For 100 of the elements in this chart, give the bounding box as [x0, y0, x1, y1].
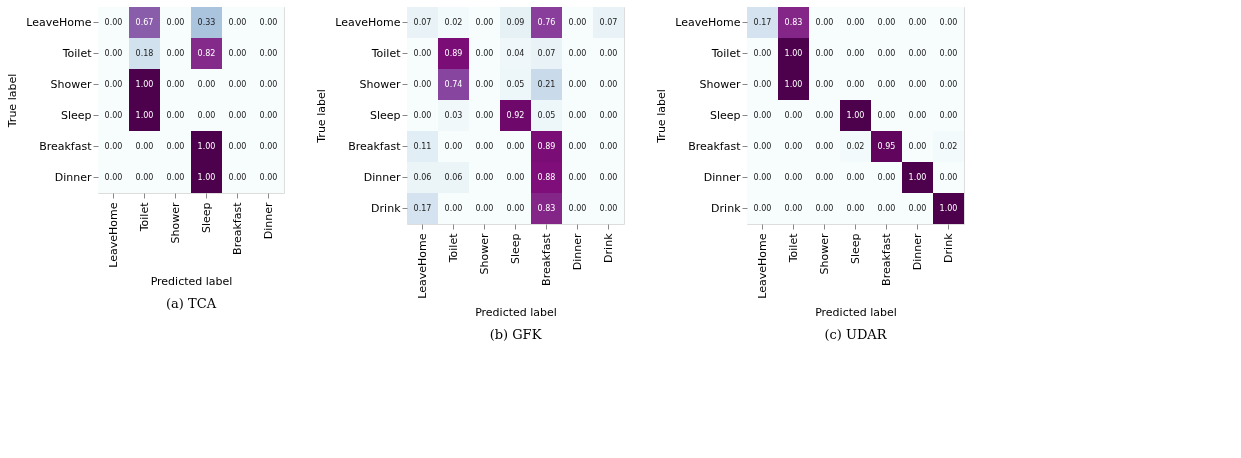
y-tick-label: Breakfast — [348, 139, 402, 153]
data-label: 1.00 — [784, 48, 803, 58]
data-label: 0.00 — [753, 48, 772, 58]
data-label: 0.00 — [599, 141, 618, 151]
data-label: 0.00 — [259, 110, 278, 120]
data-label: 0.00 — [939, 17, 958, 27]
data-label: 0.00 — [413, 110, 432, 120]
data-label: 0.00 — [815, 48, 834, 58]
data-label: 0.00 — [846, 172, 865, 182]
data-label: 0.00 — [753, 79, 772, 89]
data-label: 0.89 — [537, 141, 556, 151]
data-label: 0.00 — [908, 141, 927, 151]
x-tick-label: Drink — [941, 232, 955, 263]
data-label: 0.00 — [939, 79, 958, 89]
data-label: 0.00 — [568, 17, 587, 27]
x-tick-label: Dinner — [570, 233, 584, 271]
data-label: 0.00 — [568, 172, 587, 182]
data-label: 0.00 — [228, 48, 247, 58]
data-label: 0.00 — [166, 48, 185, 58]
x-axis-title: Predicted label — [815, 305, 897, 319]
data-label: 0.00 — [259, 48, 278, 58]
x-tick-label: Drink — [601, 232, 615, 263]
data-label: 1.00 — [135, 79, 154, 89]
data-label: 1.00 — [197, 172, 216, 182]
data-label: 0.00 — [228, 110, 247, 120]
data-label: 0.18 — [135, 48, 154, 58]
data-label: 0.04 — [506, 48, 525, 58]
data-label: 0.00 — [846, 203, 865, 213]
data-label: 0.00 — [784, 110, 803, 120]
data-label: 0.06 — [413, 172, 432, 182]
data-label: 0.00 — [166, 79, 185, 89]
x-tick-label: Toilet — [786, 232, 800, 264]
data-label: 0.07 — [413, 17, 432, 27]
data-label: 1.00 — [197, 141, 216, 151]
data-label: 0.00 — [877, 110, 896, 120]
x-axis-title: Predicted label — [475, 305, 557, 319]
data-label: 0.00 — [939, 110, 958, 120]
y-tick-label: LeaveHome — [335, 15, 401, 29]
y-tick-label: Breakfast — [39, 139, 93, 153]
data-label: 0.89 — [444, 48, 463, 58]
data-label: 0.00 — [259, 79, 278, 89]
data-label: 0.00 — [475, 110, 494, 120]
data-label: 0.00 — [939, 48, 958, 58]
data-label: 1.00 — [908, 172, 927, 182]
data-label: 0.07 — [537, 48, 556, 58]
text: (a) TCA — [165, 296, 217, 312]
data-label: 0.00 — [877, 48, 896, 58]
data-label: 0.83 — [784, 17, 803, 27]
data-label: 0.00 — [877, 79, 896, 89]
data-label: 0.00 — [908, 17, 927, 27]
data-label: 0.00 — [104, 110, 123, 120]
y-tick-label: Sleep — [60, 108, 92, 122]
data-label: 0.00 — [475, 203, 494, 213]
data-label: 0.00 — [166, 17, 185, 27]
data-label: 0.00 — [475, 172, 494, 182]
data-label: 0.00 — [104, 141, 123, 151]
data-label: 0.00 — [815, 110, 834, 120]
data-label: 0.00 — [228, 17, 247, 27]
data-label: 0.21 — [537, 79, 556, 89]
y-axis-title: True label — [315, 89, 329, 144]
data-label: 0.00 — [568, 79, 587, 89]
data-label: 0.00 — [753, 203, 772, 213]
data-label: 0.03 — [444, 110, 463, 120]
data-label: 0.00 — [815, 17, 834, 27]
y-tick-label: Breakfast — [688, 139, 742, 153]
data-label: 0.00 — [568, 203, 587, 213]
data-label: 0.06 — [444, 172, 463, 182]
data-label: 0.00 — [568, 141, 587, 151]
data-label: 0.00 — [166, 172, 185, 182]
data-label: 0.00 — [568, 110, 587, 120]
data-label: 0.07 — [599, 17, 618, 27]
y-axis-title: True label — [6, 73, 20, 129]
data-label: 0.83 — [537, 203, 556, 213]
data-label: 0.00 — [599, 172, 618, 182]
data-label: 0.00 — [908, 48, 927, 58]
data-label: 0.00 — [104, 48, 123, 58]
data-label: 1.00 — [846, 110, 865, 120]
data-label: 0.00 — [784, 141, 803, 151]
data-label: 0.00 — [815, 141, 834, 151]
data-label: 0.02 — [846, 141, 865, 151]
data-label: 0.00 — [135, 141, 154, 151]
data-label: 0.00 — [444, 141, 463, 151]
data-label: 0.82 — [197, 48, 216, 58]
y-tick-label: Dinner — [363, 170, 401, 184]
y-tick-label: Shower — [50, 77, 92, 91]
data-label: 0.00 — [259, 17, 278, 27]
data-label: 0.00 — [413, 79, 432, 89]
y-tick-label: Dinner — [54, 170, 92, 184]
data-label: 0.00 — [784, 172, 803, 182]
data-label: 0.92 — [506, 110, 525, 120]
data-label: 0.00 — [413, 48, 432, 58]
data-label: 0.00 — [228, 141, 247, 151]
data-label: 0.00 — [135, 172, 154, 182]
data-label: 0.00 — [166, 141, 185, 151]
y-tick-label: Toilet — [710, 46, 742, 60]
data-label: 0.00 — [228, 79, 247, 89]
x-tick-label: Breakfast — [539, 232, 553, 286]
data-label: 0.00 — [846, 48, 865, 58]
x-tick-label: Shower — [477, 233, 491, 275]
data-label: 1.00 — [939, 203, 958, 213]
